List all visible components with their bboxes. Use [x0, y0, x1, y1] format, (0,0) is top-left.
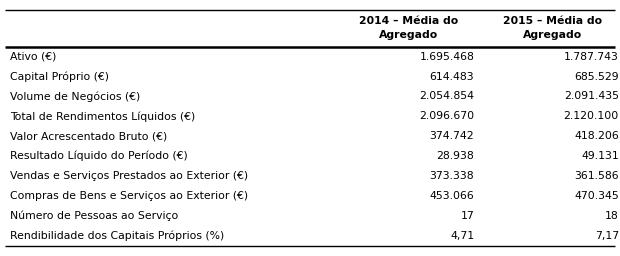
Text: Rendibilidade dos Capitais Próprios (%): Rendibilidade dos Capitais Próprios (%) [10, 231, 224, 241]
Text: 17: 17 [461, 211, 474, 221]
Text: 1.787.743: 1.787.743 [564, 52, 619, 62]
Text: 2.054.854: 2.054.854 [419, 91, 474, 101]
Text: Volume de Negócios (€): Volume de Negócios (€) [10, 91, 140, 102]
Text: 28.938: 28.938 [436, 151, 474, 161]
Text: 614.483: 614.483 [430, 72, 474, 82]
Text: 2.096.670: 2.096.670 [419, 111, 474, 121]
Text: 2014 – Média do
Agregado: 2014 – Média do Agregado [359, 16, 458, 40]
Text: 49.131: 49.131 [581, 151, 619, 161]
Text: Compras de Bens e Serviços ao Exterior (€): Compras de Bens e Serviços ao Exterior (… [10, 191, 248, 201]
Text: Resultado Líquido do Período (€): Resultado Líquido do Período (€) [10, 151, 188, 162]
Text: 18: 18 [605, 211, 619, 221]
Text: 4,71: 4,71 [450, 231, 474, 241]
Text: 374.742: 374.742 [430, 131, 474, 141]
Text: 470.345: 470.345 [574, 191, 619, 201]
Text: 2.091.435: 2.091.435 [564, 91, 619, 101]
Text: 1.695.468: 1.695.468 [419, 52, 474, 62]
Text: 453.066: 453.066 [430, 191, 474, 201]
Text: Valor Acrescentado Bruto (€): Valor Acrescentado Bruto (€) [10, 131, 167, 141]
Text: Ativo (€): Ativo (€) [10, 52, 56, 62]
Text: 685.529: 685.529 [574, 72, 619, 82]
Text: Total de Rendimentos Líquidos (€): Total de Rendimentos Líquidos (€) [10, 111, 195, 122]
Text: 2015 – Média do
Agregado: 2015 – Média do Agregado [503, 16, 602, 40]
Text: Número de Pessoas ao Serviço: Número de Pessoas ao Serviço [10, 211, 178, 221]
Text: 2.120.100: 2.120.100 [564, 111, 619, 121]
Text: Capital Próprio (€): Capital Próprio (€) [10, 71, 109, 82]
Text: Vendas e Serviços Prestados ao Exterior (€): Vendas e Serviços Prestados ao Exterior … [10, 171, 248, 181]
Text: 373.338: 373.338 [430, 171, 474, 181]
Text: 418.206: 418.206 [574, 131, 619, 141]
Text: 7,17: 7,17 [595, 231, 619, 241]
Text: 361.586: 361.586 [574, 171, 619, 181]
